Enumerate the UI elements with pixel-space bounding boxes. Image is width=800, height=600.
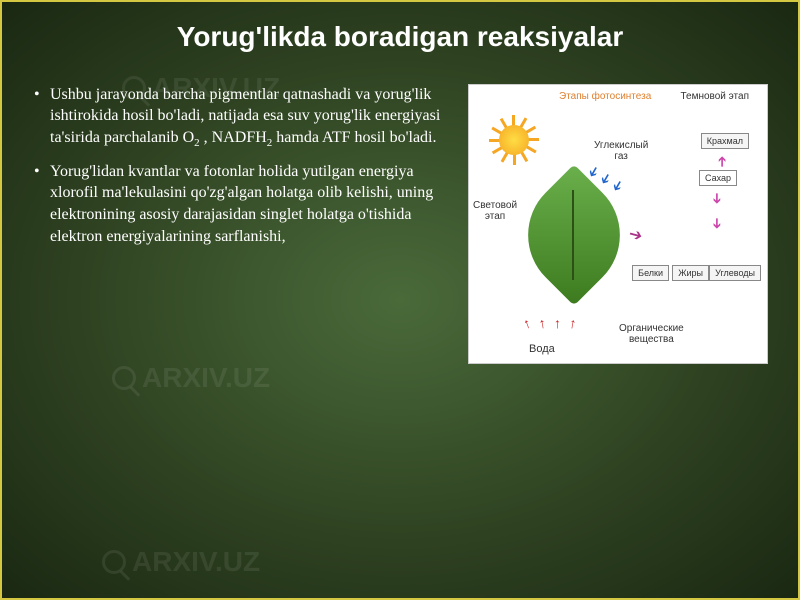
label-light-stage: Световой этап [473, 200, 517, 222]
text-column: Ushbu jarayonda barcha pigmentlar qatnas… [32, 84, 456, 364]
box-fat: Жиры [672, 265, 709, 281]
box-sugar: Сахар [699, 170, 737, 186]
watermark: ARXIV.UZ [112, 362, 270, 394]
label-organic: Органические вещества [619, 323, 684, 345]
sun-icon [489, 115, 539, 165]
slide-title: Yorug'likda boradigan reaksiyalar [32, 20, 768, 54]
watermark: ARXIV.UZ [102, 546, 260, 578]
label-water: Вода [529, 343, 555, 355]
arrow-icon: ↑ [568, 316, 578, 333]
bullet-list: Ushbu jarayonda barcha pigmentlar qatnas… [32, 84, 456, 248]
arrow-icon: ↑ [538, 316, 548, 333]
bullet-item: Yorug'lidan kvantlar va fotonlar holida … [50, 161, 456, 247]
slide-container: ARXIV.UZ ARXIV.UZ ARXIV.UZ Yorug'likda b… [0, 0, 800, 600]
box-protein: Белки [632, 265, 669, 281]
photosynthesis-diagram: Этапы фотосинтеза Темновой этап [468, 84, 768, 364]
box-carb: Углеводы [709, 265, 761, 281]
arrow-icon: ➔ [708, 217, 725, 229]
arrow-icon: ➔ [708, 192, 725, 204]
content-row: Ushbu jarayonda barcha pigmentlar qatnas… [32, 84, 768, 364]
box-starch: Крахмал [701, 133, 749, 149]
label-co2: Углекислый газ [594, 140, 648, 162]
arrow-icon: ↑ [521, 316, 533, 333]
diagram-title-left: Этапы фотосинтеза [559, 91, 651, 102]
arrow-icon: ➔ [715, 155, 732, 167]
diagram-title-right: Темновой этап [680, 91, 749, 102]
bullet-item: Ushbu jarayonda barcha pigmentlar qatnas… [50, 84, 456, 151]
arrow-icon: ↑ [554, 317, 561, 333]
